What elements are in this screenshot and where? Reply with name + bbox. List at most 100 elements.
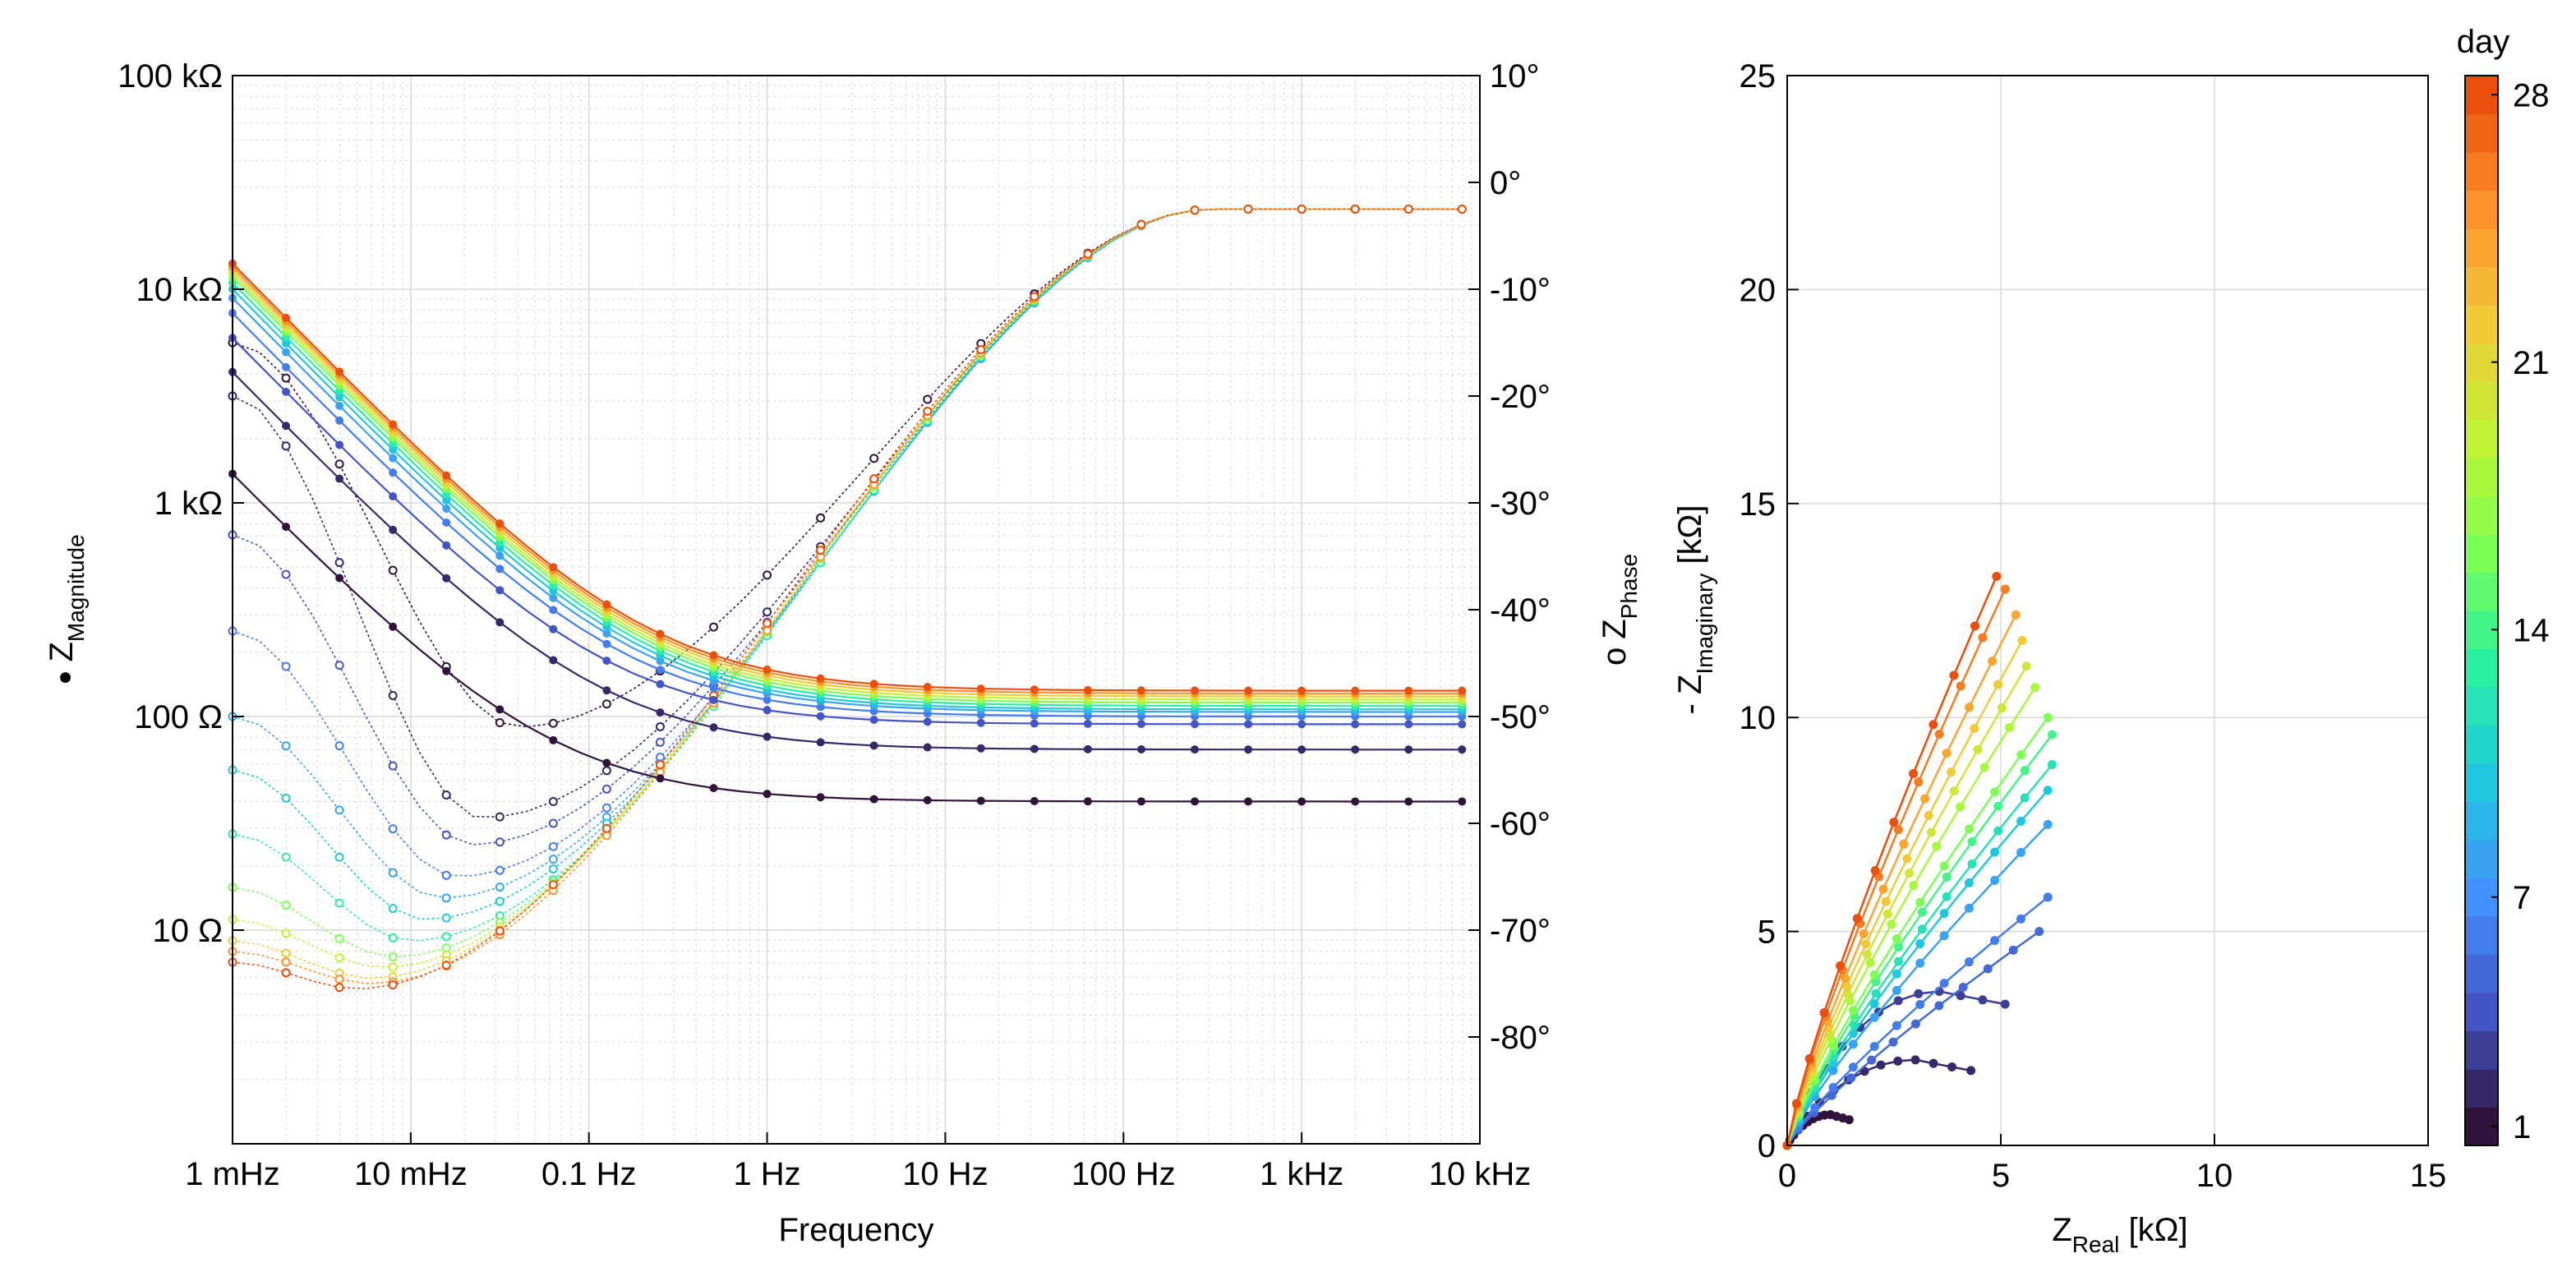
phase-point: [334, 852, 344, 862]
magnitude-point: [923, 682, 932, 691]
magnitude-point: [816, 674, 825, 683]
phase-point: [548, 864, 558, 874]
bode-x-tick-label: 1 Hz: [733, 1156, 800, 1192]
nyquist-point: [1819, 1007, 1829, 1017]
magnitude-point: [335, 401, 344, 410]
phase-point: [655, 737, 665, 747]
svg-text:- ZImaginary [kΩ]: - ZImaginary [kΩ]: [1672, 505, 1717, 714]
magnitude-point: [495, 551, 505, 560]
nyquist-point: [1889, 818, 1899, 827]
nyquist-point: [1892, 1021, 1901, 1030]
phase-point: [281, 948, 291, 958]
magnitude-point: [656, 666, 665, 675]
nyquist-point: [1894, 956, 1904, 966]
magnitude-point: [763, 732, 772, 741]
phase-point: [441, 790, 451, 800]
nyquist-point: [1848, 1006, 1858, 1016]
magnitude-point: [869, 795, 878, 804]
bode-right-tick-labels: 10° 0° -10° -20° -30° -40° -50° -60° -70° -80°: [1490, 58, 1551, 1056]
phase-point: [281, 901, 291, 910]
phase-point: [495, 882, 505, 892]
colorbar-band: [2465, 954, 2498, 993]
nyquist-point: [2047, 759, 2057, 769]
phase-point: [281, 741, 291, 751]
phase-point: [334, 805, 344, 815]
bode-x-tick-label: 1 kHz: [1260, 1156, 1343, 1192]
phase-point: [334, 661, 344, 670]
phase-point: [1243, 205, 1253, 214]
magnitude-point: [1404, 686, 1413, 695]
phase-point: [709, 622, 719, 632]
nyquist-point: [1966, 1066, 1976, 1076]
colorbar-frame: [2464, 75, 2499, 1146]
colorbar-tick-label: 28: [2513, 77, 2550, 113]
magnitude-point: [549, 624, 558, 634]
zimag-prefix: - Z: [1672, 675, 1708, 715]
nyquist-point: [1827, 1090, 1836, 1100]
phase-point: [441, 913, 451, 923]
phase-line: [232, 208, 1463, 984]
phase-point: [441, 870, 451, 880]
bode-y-right-tick-label: -40°: [1490, 592, 1551, 629]
nyquist-point: [1979, 763, 1989, 772]
nyquist-point: [1852, 914, 1862, 924]
magnitude-point: [495, 519, 505, 528]
phase-marker-glyph: o: [1597, 647, 1633, 666]
nyquist-point: [2043, 892, 2053, 902]
nyquist-point: [1915, 939, 1925, 949]
magnitude-line: [232, 288, 1463, 711]
nyquist-point: [1978, 995, 1988, 1005]
magnitude-point: [282, 362, 291, 371]
phase-point: [923, 406, 933, 416]
nyquist-point: [1947, 1062, 1957, 1072]
phase-point: [763, 607, 772, 617]
nyquist-plot: 0 5 10 15 0 5 10 15 20 25 ZReal [kΩ] - ZImaginar…: [1672, 58, 2446, 1257]
nyquist-point: [1993, 801, 2003, 811]
nyquist-point: [1902, 854, 1912, 864]
nyquist-point: [2016, 848, 2026, 858]
magnitude-point: [335, 416, 344, 425]
magnitude-point: [282, 313, 291, 322]
nyquist-point: [1843, 989, 1853, 999]
magnitude-point: [1404, 745, 1413, 754]
nyquist-x-tick-label: 5: [1992, 1158, 2010, 1194]
bode-y-right-tick-label: -70°: [1490, 913, 1551, 949]
nyquist-point: [1869, 1012, 1879, 1022]
phase-point: [388, 868, 398, 878]
phase-point: [1136, 219, 1146, 229]
colorbar-band: [2465, 801, 2498, 841]
phase-point: [495, 896, 505, 906]
phase-point: [601, 766, 611, 776]
phase-line: [232, 208, 1463, 990]
magnitude-point: [763, 790, 772, 799]
phase-line: [232, 208, 1463, 942]
nyquist-point: [2043, 819, 2053, 829]
phase-label-sub: Phase: [1616, 554, 1642, 619]
phase-point: [1190, 205, 1200, 215]
nyquist-point: [1917, 907, 1927, 917]
magnitude-point: [1191, 797, 1200, 806]
colorbar-band: [2465, 648, 2498, 688]
nyquist-point: [1926, 827, 1936, 837]
nyquist-point: [1869, 1042, 1879, 1052]
nyquist-point: [1828, 1066, 1838, 1076]
zimag-unit: [kΩ]: [1672, 505, 1708, 573]
zreal-sub: Real: [2072, 1232, 2120, 1257]
colorbar-tick-label: 14: [2513, 612, 2550, 648]
phase-point: [548, 880, 558, 890]
magnitude-point: [282, 348, 291, 357]
phase-point: [548, 818, 558, 828]
phase-point: [388, 933, 398, 942]
phase-point: [1457, 205, 1467, 214]
magnitude-point: [923, 743, 932, 752]
nyquist-point: [1964, 957, 1974, 967]
nyquist-series-day-12: [1782, 759, 2057, 1150]
bode-y-right-tick-label: -10°: [1490, 272, 1551, 308]
nyquist-point: [1893, 996, 1903, 1006]
magnitude-point: [495, 543, 505, 552]
nyquist-point: [1934, 1001, 1944, 1011]
colorbar: 1 7 14 21 28 day: [2457, 24, 2550, 1146]
nyquist-point: [2043, 712, 2053, 722]
magnitude-point: [1297, 686, 1306, 695]
magnitude-point: [495, 564, 505, 574]
